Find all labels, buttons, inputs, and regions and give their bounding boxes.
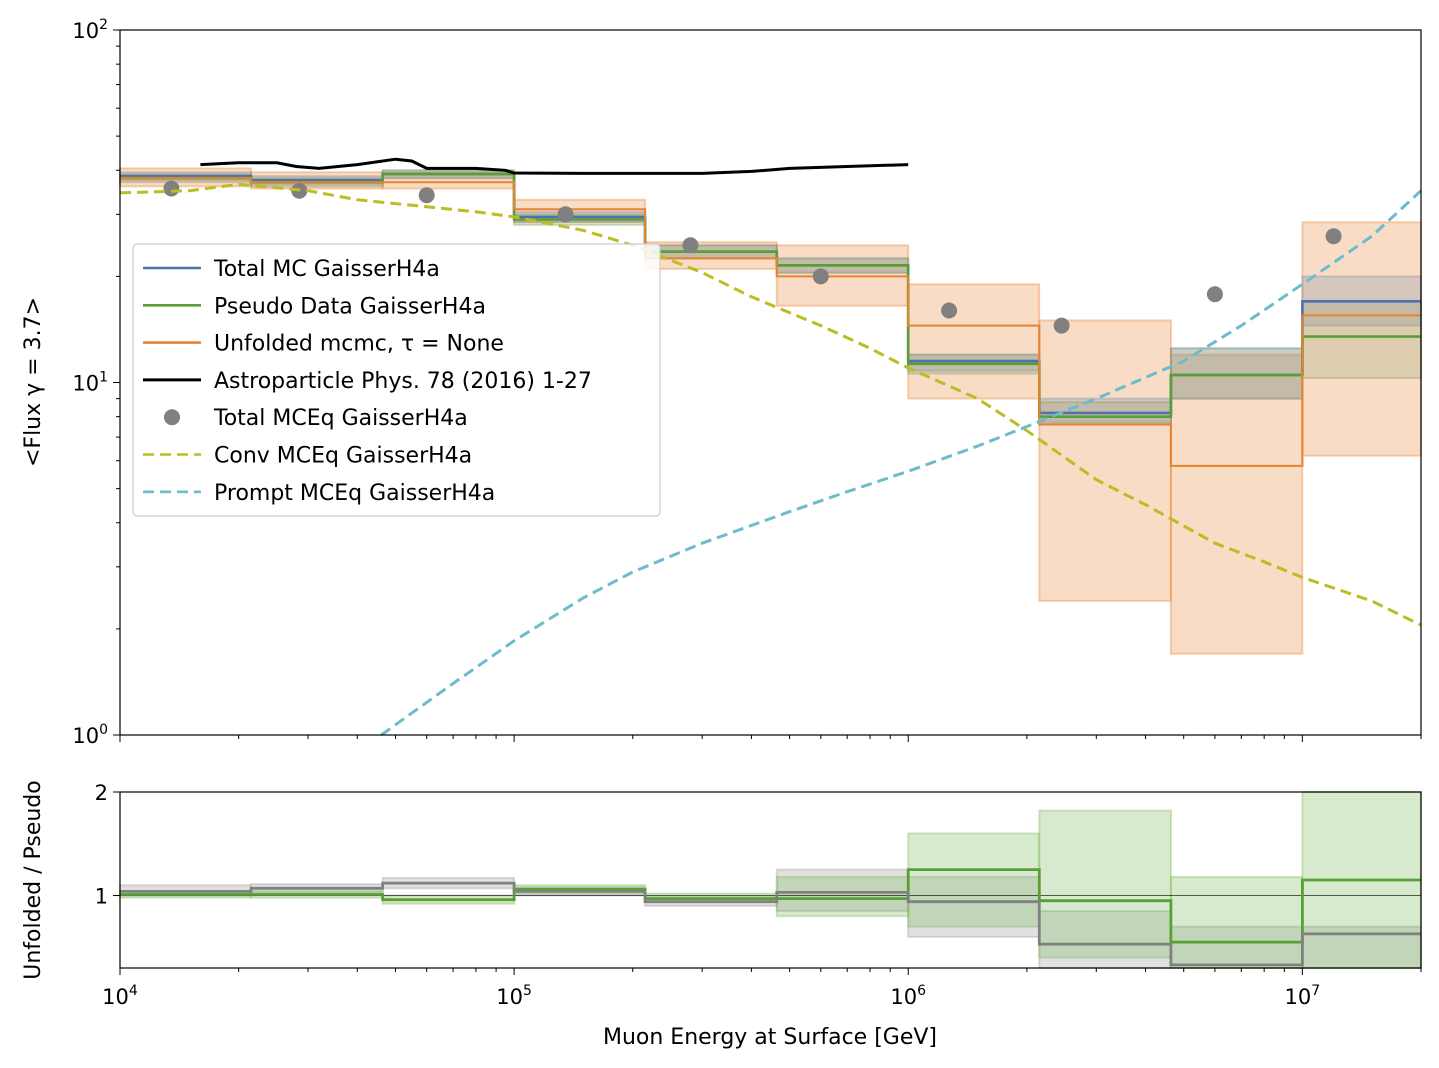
- ratio-ticks: 1 2 104 105 106 107: [95, 781, 1422, 1009]
- total-mceq-gaisserh4a-point-6: [941, 302, 958, 319]
- legend: Total MC GaisserH4a Pseudo Data GaisserH4…: [132, 243, 661, 517]
- x-tick-label-3: 107: [1285, 983, 1321, 1009]
- unfolded-band-bin-4: [644, 241, 778, 270]
- main-panel: 100 101 102 <Flux γ = 3.7> Total MC Gaisse…: [21, 17, 1423, 748]
- ratio-grey-line: [120, 881, 1421, 967]
- pseudo-data-band-bin-8: [1169, 347, 1304, 400]
- total-mceq-gaisserh4a-point-2: [418, 187, 435, 204]
- total-mceq-gaisserh4a-point-5: [812, 268, 829, 285]
- legend-marker-total-mceq-gaisserh4a: [164, 409, 180, 426]
- unfolded-band-bin-9: [1301, 221, 1423, 457]
- ratio-lines: [120, 868, 1421, 967]
- ratio-green-band-bin-6: [907, 832, 1041, 928]
- main-lines: [119, 157, 1423, 737]
- ratio-y-tick-label-1: 2: [95, 781, 108, 805]
- total-mceq-gaisserh4a-point-9: [1325, 228, 1342, 245]
- legend-label-astroparticle-phys-78-2016-1-27: Astroparticle Phys. 78 (2016) 1-27: [214, 369, 592, 394]
- legend-label-prompt-mceq-gaisserh4a: Prompt MCEq GaisserH4a: [214, 481, 495, 506]
- total-mceq-gaisserh4a-point-8: [1206, 286, 1223, 303]
- x-tick-label-0: 104: [102, 983, 138, 1009]
- legend-box: [132, 243, 661, 517]
- main-ticks: 100 101 102: [72, 17, 1422, 748]
- legend-label-total-mc-gaisserh4a: Total MC GaisserH4a: [213, 257, 440, 282]
- y-tick-label-2: 102: [72, 17, 108, 43]
- pseudo-data-band-bin-9: [1301, 300, 1423, 379]
- ratio-green-line: [120, 868, 1421, 944]
- unfolded-band-bin-8: [1169, 353, 1304, 655]
- main-y-axis-title: <Flux γ = 3.7>: [21, 297, 46, 467]
- x-tick-label-1: 105: [496, 983, 532, 1009]
- y-tick-label-1: 101: [72, 370, 108, 396]
- unfolded-mcmc-none-line: [120, 177, 1421, 467]
- legend-label-conv-mceq-gaisserh4a: Conv MCEq GaisserH4a: [214, 444, 472, 469]
- ratio-y-tick-label-0: 1: [95, 885, 108, 909]
- ratio-grey-band-bin-5: [775, 868, 910, 912]
- legend-label-unfolded-mcmc-none: Unfolded mcmc, τ = None: [214, 332, 504, 357]
- main-bands: [119, 167, 1423, 655]
- x-axis-title: Muon Energy at Surface [GeV]: [603, 1025, 937, 1050]
- total-mceq-gaisserh4a-point-3: [557, 206, 574, 223]
- ratio-bands: [119, 791, 1423, 970]
- ratio-panel: 1 2 104 105 106 107 Unfolded / Pseudo Muon En…: [21, 780, 1423, 1050]
- unfolded-band-bin-6: [907, 283, 1041, 400]
- ratio-green-band-bin-8: [1169, 875, 1304, 970]
- ratio-green-band-bin-7: [1038, 809, 1173, 959]
- ratio-green-band-bin-5: [775, 875, 910, 918]
- y-tick-label-0: 100: [72, 722, 108, 748]
- ratio-y-axis-title: Unfolded / Pseudo: [21, 780, 46, 979]
- conv-mceq-gaisserh4a-line: [119, 182, 1422, 627]
- ratio-grey-band-bin-6: [907, 875, 1041, 938]
- ratio-plot-frame: [119, 791, 1422, 969]
- x-tick-label-2: 106: [890, 983, 926, 1009]
- unfolded-band-bin-7: [1038, 319, 1173, 602]
- legend-entries: Total MC GaisserH4a Pseudo Data GaisserH4…: [143, 257, 592, 506]
- legend-label-total-mceq-gaisserh4a: Total MCEq GaisserH4a: [213, 406, 468, 431]
- total-mceq-gaisserh4a-point-0: [163, 180, 180, 197]
- legend-label-pseudo-data-gaisserh4a: Pseudo Data GaisserH4a: [214, 294, 486, 319]
- total-mceq-gaisserh4a-point-7: [1053, 317, 1070, 334]
- astroparticle-phys-78-2016-1-27-line: [200, 157, 909, 175]
- total-mceq-gaisserh4a-point-4: [682, 237, 699, 254]
